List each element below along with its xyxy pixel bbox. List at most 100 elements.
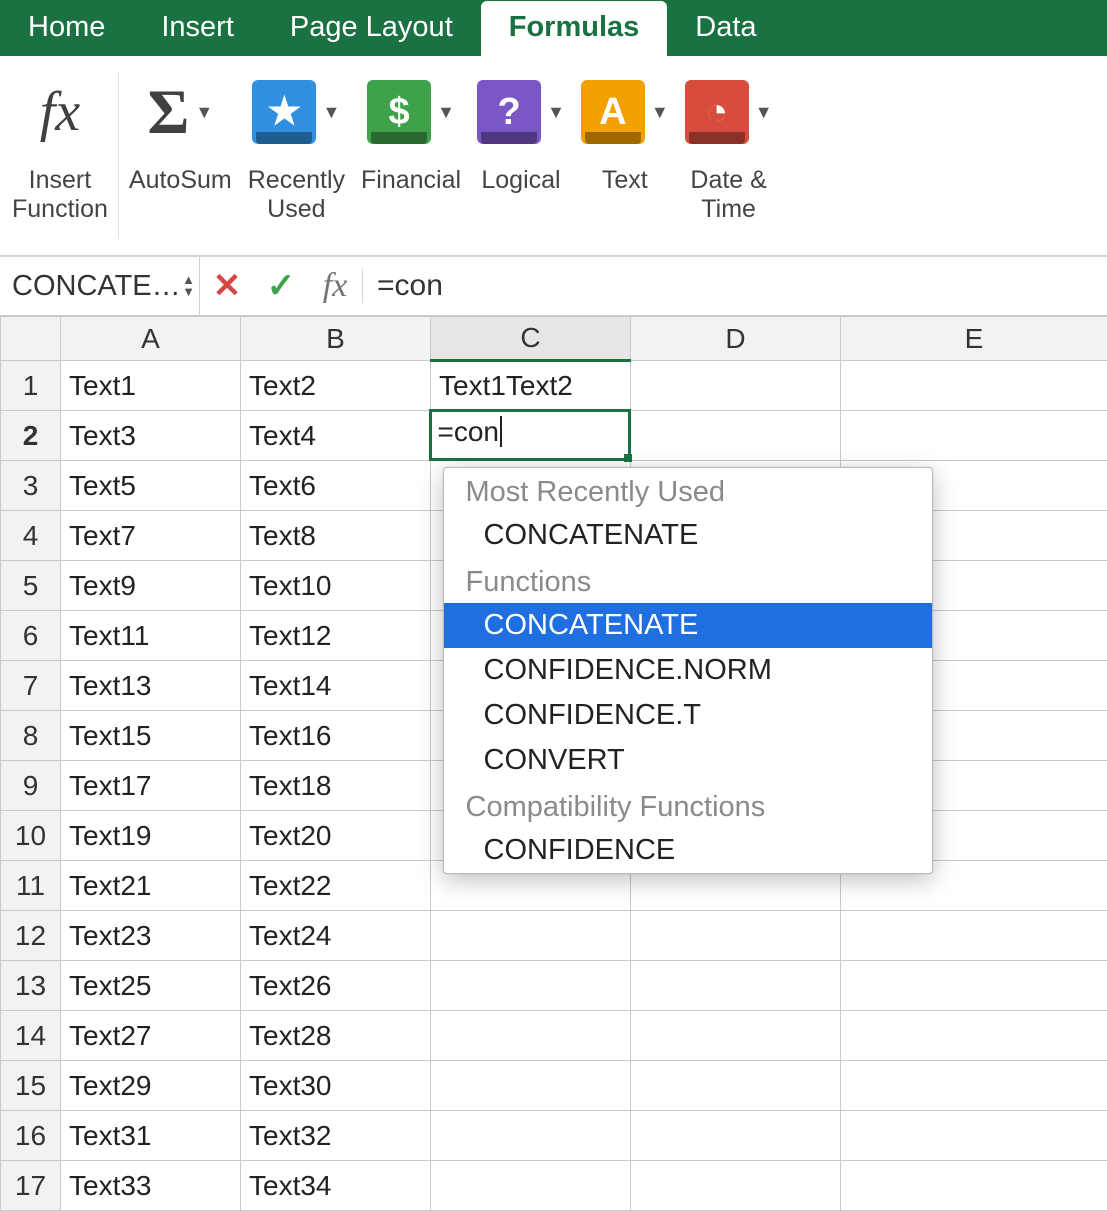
row-header[interactable]: 10: [1, 811, 61, 861]
cell-B1[interactable]: Text2: [241, 361, 431, 411]
chevron-down-icon[interactable]: ▼: [437, 102, 455, 123]
cell-E15[interactable]: [841, 1061, 1107, 1111]
cell-A1[interactable]: Text1: [61, 361, 241, 411]
column-header-c[interactable]: C: [431, 317, 631, 361]
cell-D16[interactable]: [631, 1111, 841, 1161]
chevron-down-icon[interactable]: ▼: [547, 102, 565, 123]
name-box[interactable]: CONCATE… ▲▼: [4, 257, 200, 315]
cell-D13[interactable]: [631, 961, 841, 1011]
autocomplete-item[interactable]: CONFIDENCE: [444, 828, 932, 873]
cell-B3[interactable]: Text6: [241, 461, 431, 511]
cell-A17[interactable]: Text33: [61, 1161, 241, 1211]
accept-button[interactable]: ✓: [254, 257, 308, 315]
cell-E14[interactable]: [841, 1011, 1107, 1061]
chevron-down-icon[interactable]: ▼: [755, 102, 773, 123]
cell-B7[interactable]: Text14: [241, 661, 431, 711]
tab-formulas[interactable]: Formulas: [481, 1, 668, 56]
chevron-down-icon[interactable]: ▼: [651, 102, 669, 123]
cell-A11[interactable]: Text21: [61, 861, 241, 911]
cell-D14[interactable]: [631, 1011, 841, 1061]
cell-E1[interactable]: [841, 361, 1107, 411]
cell-A7[interactable]: Text13: [61, 661, 241, 711]
cell-A15[interactable]: Text29: [61, 1061, 241, 1111]
cell-A5[interactable]: Text9: [61, 561, 241, 611]
cell-C15[interactable]: [431, 1061, 631, 1111]
cell-C17[interactable]: [431, 1161, 631, 1211]
row-header[interactable]: 13: [1, 961, 61, 1011]
insert-function-button[interactable]: fx Insert Function: [4, 64, 116, 247]
cell-A14[interactable]: Text27: [61, 1011, 241, 1061]
stepper-icon[interactable]: ▲▼: [182, 274, 195, 297]
formula-input[interactable]: [363, 257, 1103, 315]
tab-page-layout[interactable]: Page Layout: [262, 1, 481, 56]
cell-E2[interactable]: [841, 411, 1107, 461]
cell-D15[interactable]: [631, 1061, 841, 1111]
cell-C16[interactable]: [431, 1111, 631, 1161]
select-all-corner[interactable]: [1, 317, 61, 361]
cell-C13[interactable]: [431, 961, 631, 1011]
column-header-b[interactable]: B: [241, 317, 431, 361]
cell-C12[interactable]: [431, 911, 631, 961]
chevron-down-icon[interactable]: ▼: [195, 102, 213, 123]
cell-E17[interactable]: [841, 1161, 1107, 1211]
cell-A12[interactable]: Text23: [61, 911, 241, 961]
row-header[interactable]: 11: [1, 861, 61, 911]
cell-B9[interactable]: Text18: [241, 761, 431, 811]
cell-A13[interactable]: Text25: [61, 961, 241, 1011]
cell-B13[interactable]: Text26: [241, 961, 431, 1011]
cell-B4[interactable]: Text8: [241, 511, 431, 561]
tab-data[interactable]: Data: [667, 1, 784, 56]
cell-D12[interactable]: [631, 911, 841, 961]
autocomplete-item[interactable]: CONFIDENCE.NORM: [444, 648, 932, 693]
row-header[interactable]: 2: [1, 411, 61, 461]
autocomplete-item[interactable]: CONFIDENCE.T: [444, 693, 932, 738]
cell-C14[interactable]: [431, 1011, 631, 1061]
cell-B6[interactable]: Text12: [241, 611, 431, 661]
logical-button[interactable]: ? ▼ Logical: [469, 64, 573, 247]
cell-D17[interactable]: [631, 1161, 841, 1211]
autosum-button[interactable]: Σ ▼ AutoSum: [121, 64, 240, 247]
cell-A8[interactable]: Text15: [61, 711, 241, 761]
cell-C1[interactable]: Text1Text2: [431, 361, 631, 411]
recently-used-button[interactable]: ★ ▼ Recently Used: [240, 64, 353, 247]
cell-E13[interactable]: [841, 961, 1107, 1011]
cell-A3[interactable]: Text5: [61, 461, 241, 511]
row-header[interactable]: 12: [1, 911, 61, 961]
cancel-button[interactable]: ✕: [200, 257, 254, 315]
cell-B14[interactable]: Text28: [241, 1011, 431, 1061]
cell-A6[interactable]: Text11: [61, 611, 241, 661]
cell-A4[interactable]: Text7: [61, 511, 241, 561]
row-header[interactable]: 17: [1, 1161, 61, 1211]
text-button[interactable]: A ▼ Text: [573, 64, 677, 247]
cell-B15[interactable]: Text30: [241, 1061, 431, 1111]
cell-E12[interactable]: [841, 911, 1107, 961]
fx-icon[interactable]: fx: [308, 257, 362, 315]
cell-editor[interactable]: =con: [429, 409, 631, 461]
cell-B2[interactable]: Text4: [241, 411, 431, 461]
row-header[interactable]: 3: [1, 461, 61, 511]
cell-B12[interactable]: Text24: [241, 911, 431, 961]
cell-B16[interactable]: Text32: [241, 1111, 431, 1161]
cell-B11[interactable]: Text22: [241, 861, 431, 911]
row-header[interactable]: 9: [1, 761, 61, 811]
cell-A16[interactable]: Text31: [61, 1111, 241, 1161]
autocomplete-item[interactable]: CONCATENATE: [444, 603, 932, 648]
column-header-a[interactable]: A: [61, 317, 241, 361]
cell-D2[interactable]: [631, 411, 841, 461]
date-time-button[interactable]: ◔ ▼ Date & Time: [677, 64, 781, 247]
row-header[interactable]: 15: [1, 1061, 61, 1111]
cell-A9[interactable]: Text17: [61, 761, 241, 811]
column-header-e[interactable]: E: [841, 317, 1107, 361]
row-header[interactable]: 14: [1, 1011, 61, 1061]
tab-insert[interactable]: Insert: [133, 1, 262, 56]
cell-B8[interactable]: Text16: [241, 711, 431, 761]
tab-home[interactable]: Home: [0, 1, 133, 56]
cell-A2[interactable]: Text3: [61, 411, 241, 461]
row-header[interactable]: 1: [1, 361, 61, 411]
row-header[interactable]: 16: [1, 1111, 61, 1161]
row-header[interactable]: 8: [1, 711, 61, 761]
cell-B17[interactable]: Text34: [241, 1161, 431, 1211]
row-header[interactable]: 5: [1, 561, 61, 611]
financial-button[interactable]: $ ▼ Financial: [353, 64, 469, 247]
row-header[interactable]: 4: [1, 511, 61, 561]
